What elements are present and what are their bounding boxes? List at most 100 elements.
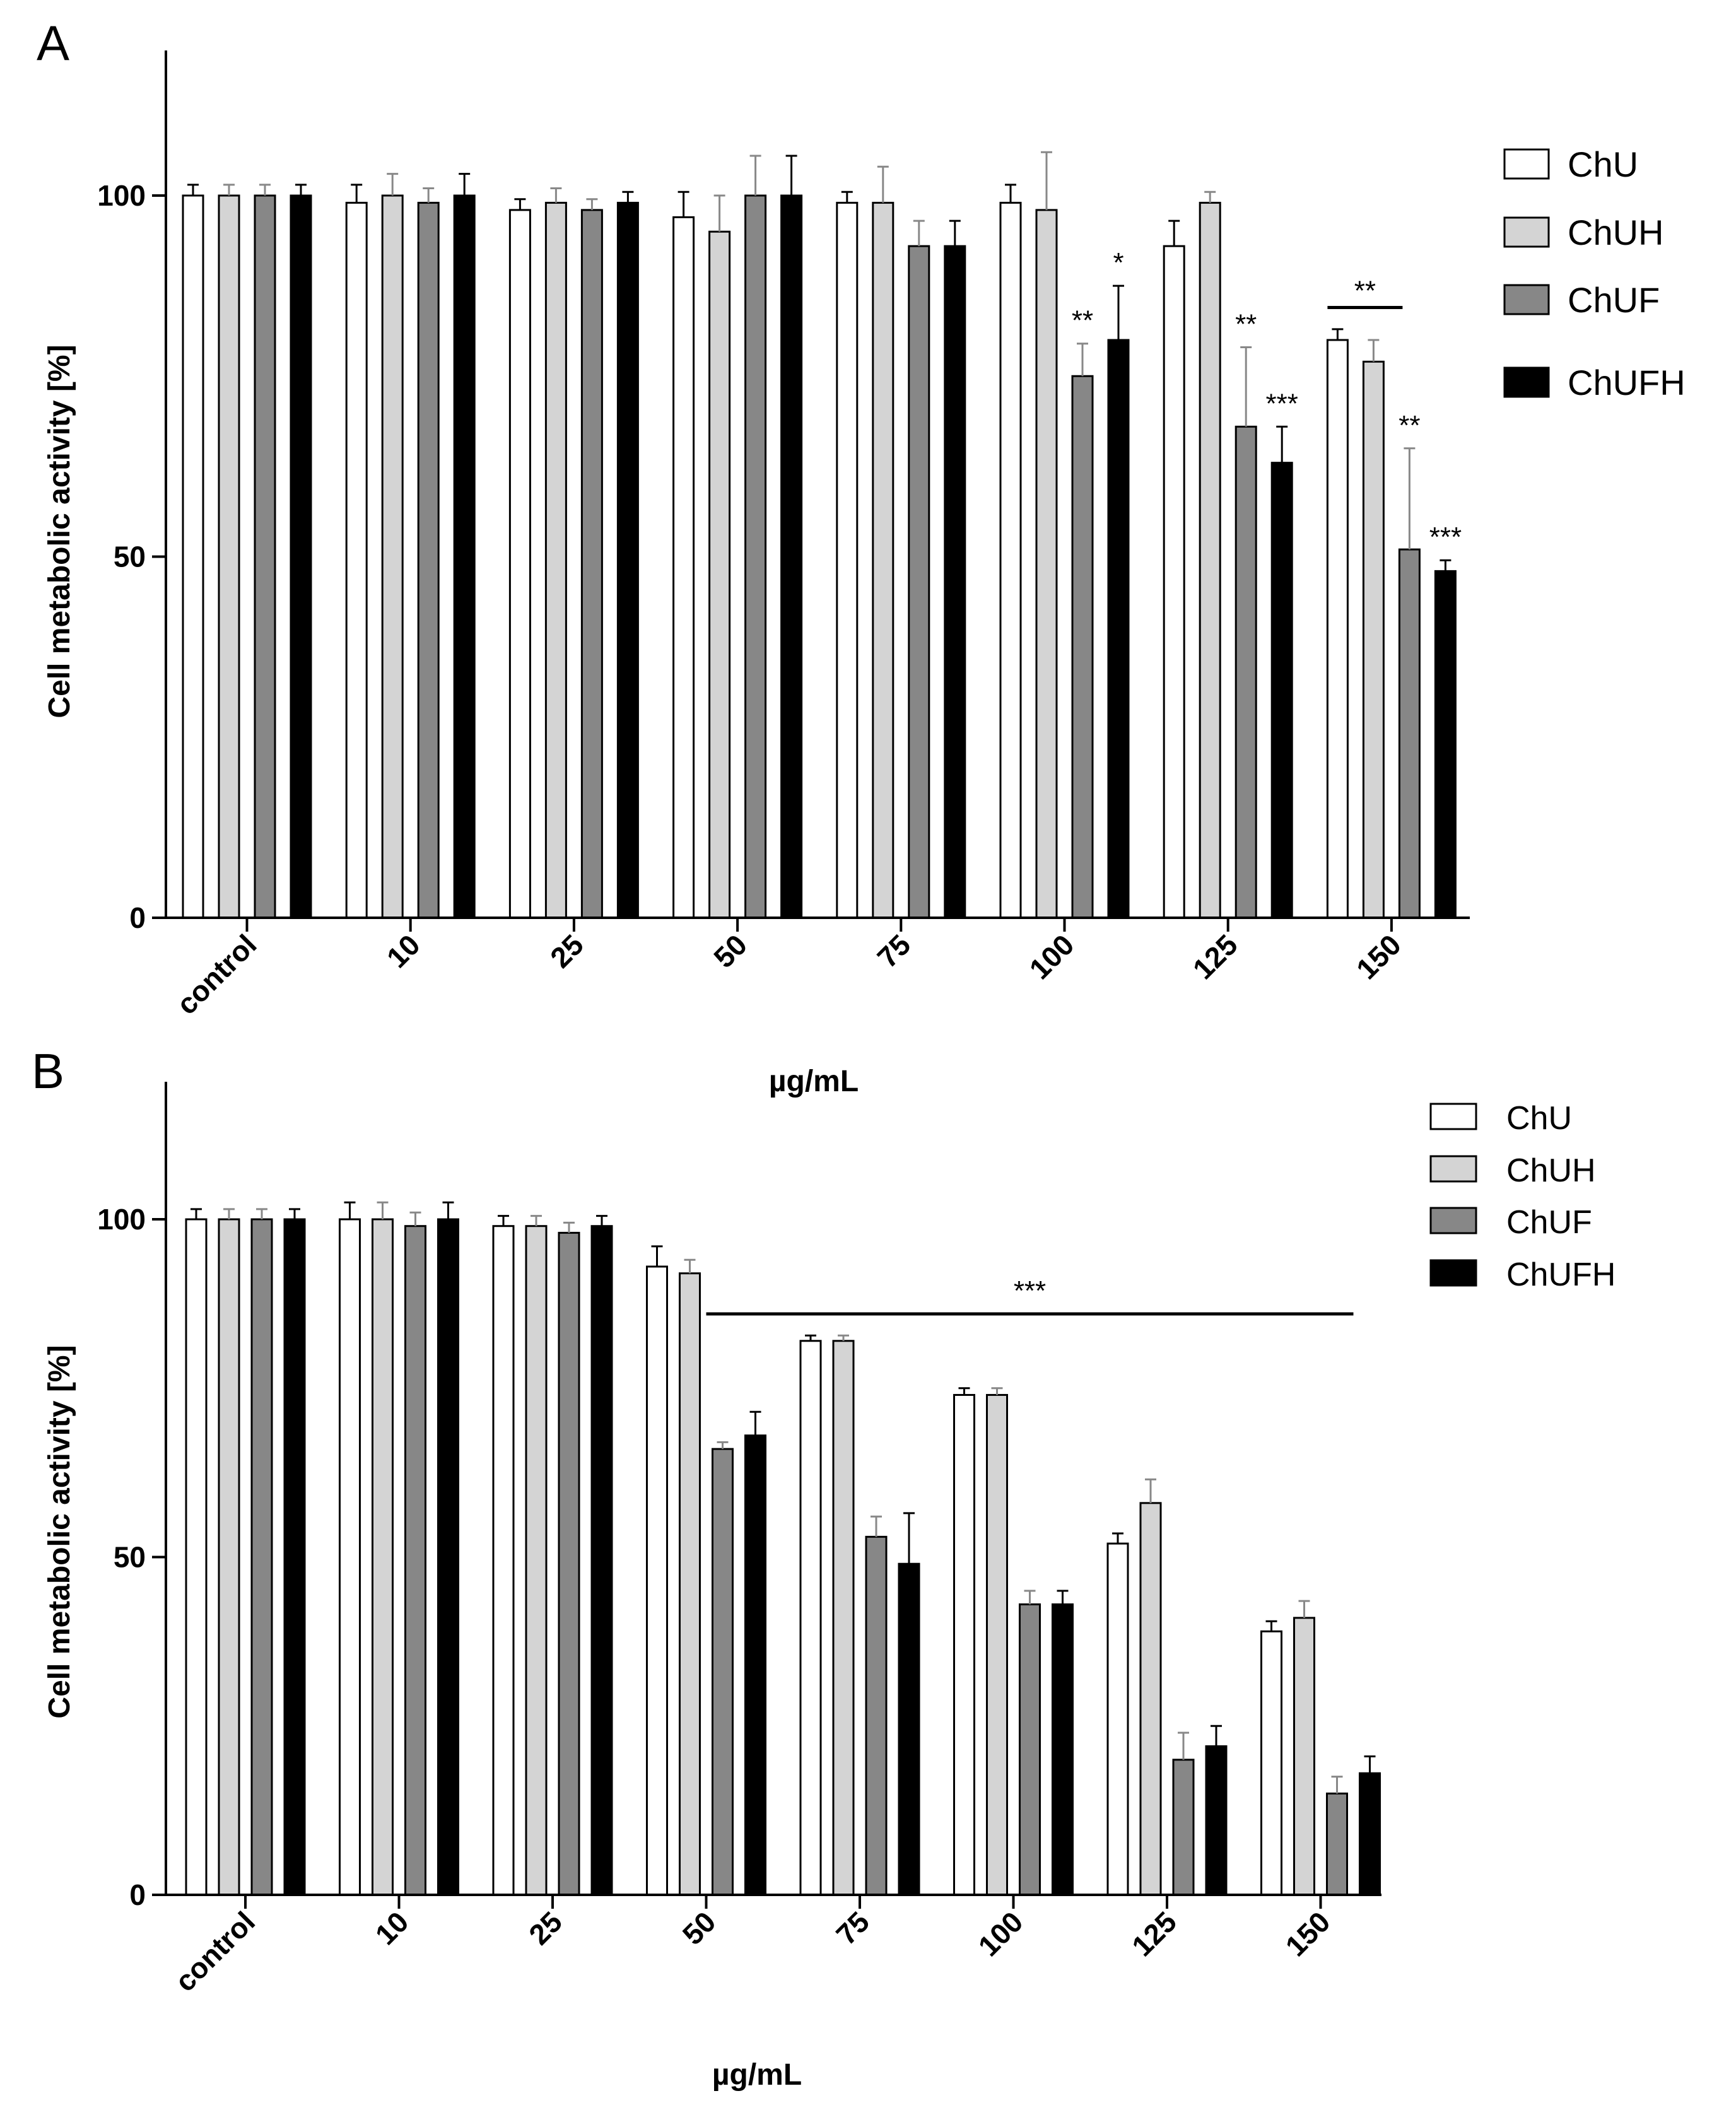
legend-label-chufh: ChUFH — [1568, 363, 1686, 402]
bar-chuh-150 — [1362, 360, 1385, 919]
x-tick-label: control — [170, 928, 263, 1021]
y-axis-title: Cell metabolic activity [%] — [43, 344, 76, 718]
bar-chuf-25 — [580, 209, 603, 919]
bar-chuh-100 — [986, 1393, 1008, 1896]
x-tick-label: 100 — [1023, 928, 1081, 985]
y-tick-label: 50 — [114, 541, 146, 573]
bar-chuf-150 — [1326, 1792, 1348, 1896]
legend-label-chuf: ChUF — [1506, 1204, 1592, 1241]
bar-chuh-100 — [1035, 209, 1058, 919]
bar-chuf-75 — [908, 245, 930, 919]
x-tick-label: 150 — [1279, 1905, 1337, 1962]
y-tick-label: 100 — [97, 179, 146, 212]
bar-chuh-125 — [1139, 1502, 1162, 1896]
panel-label-a: A — [37, 15, 69, 71]
panel-label-b: B — [32, 1043, 64, 1099]
y-axis-title: Cell metabolic activity [%] — [43, 1345, 76, 1718]
bar-chuf-25 — [558, 1231, 580, 1896]
x-tick-label: 100 — [972, 1905, 1029, 1962]
x-tick-label: 25 — [522, 1905, 568, 1951]
bar-chuf-50 — [712, 1448, 734, 1896]
bar-chuf-100 — [1019, 1603, 1041, 1896]
bar-chufh-10 — [453, 194, 476, 919]
x-axis-title: µg/mL — [769, 1065, 859, 1098]
significance-marker: ** — [1399, 410, 1420, 441]
bar-chufh-control — [283, 1218, 306, 1896]
legend-label-chuh: ChUH — [1568, 213, 1663, 252]
bar-chufh-150 — [1434, 570, 1457, 919]
bar-chuh-25 — [544, 201, 567, 919]
legend-label-chu: ChU — [1568, 144, 1638, 184]
legend-swatch-chuh — [1429, 1155, 1477, 1183]
significance-marker: ** — [1072, 305, 1093, 336]
bar-chuf-10 — [417, 201, 440, 919]
bar-chufh-75 — [944, 245, 966, 919]
bar-chu-25 — [508, 209, 531, 919]
bar-chufh-control — [290, 194, 312, 919]
bar-chuh-50 — [708, 230, 731, 919]
bar-chuh-10 — [381, 194, 404, 919]
bar-chu-50 — [646, 1265, 668, 1896]
x-tick-label: 150 — [1350, 928, 1407, 985]
bar-chufh-100 — [1052, 1603, 1074, 1896]
bar-chu-100 — [953, 1393, 975, 1896]
bar-chu-100 — [999, 201, 1022, 919]
bar-chufh-75 — [898, 1562, 920, 1896]
legend-swatch-chuf — [1503, 284, 1550, 315]
bar-chufh-150 — [1359, 1772, 1381, 1896]
panel-a-chart: 0 50 100 control 10 25 50 75 100 125 150 Cell metab… — [43, 50, 1686, 1098]
bar-chu-50 — [672, 216, 695, 919]
y-tick-label: 0 — [129, 901, 146, 934]
bar-chuh-75 — [832, 1340, 855, 1896]
bar-chu-10 — [345, 201, 368, 919]
significance-marker: ** — [1235, 308, 1257, 339]
bar-chuh-control — [218, 1218, 240, 1896]
bar-chu-control — [182, 194, 204, 919]
significance-marker: *** — [1014, 1275, 1046, 1306]
bar-chuh-50 — [679, 1272, 701, 1896]
bar-chuh-25 — [525, 1225, 548, 1896]
legend-swatch-chu — [1503, 148, 1550, 180]
bar-chu-75 — [836, 201, 859, 919]
bar-chu-control — [185, 1218, 208, 1896]
bar-chufh-125 — [1270, 462, 1293, 919]
bar-chuf-125 — [1235, 425, 1257, 919]
bar-chuh-control — [218, 194, 240, 919]
bar-chu-10 — [339, 1218, 361, 1896]
x-tick-label: 10 — [380, 928, 426, 974]
x-tick-label: 50 — [676, 1905, 722, 1951]
x-tick-label: control — [168, 1905, 261, 1998]
x-axis-title: µg/mL — [712, 2058, 802, 2092]
bar-chu-150 — [1260, 1630, 1282, 1896]
x-tick-label: 125 — [1187, 928, 1244, 985]
legend-swatch-chuf — [1429, 1207, 1477, 1234]
x-tick-label: 75 — [830, 1905, 876, 1951]
bar-chu-25 — [492, 1225, 515, 1896]
bar-chu-125 — [1106, 1542, 1129, 1896]
legend-label-chufh: ChUFH — [1506, 1257, 1616, 1293]
bar-chufh-50 — [780, 194, 803, 919]
bar-chufh-10 — [437, 1218, 459, 1896]
y-tick-label: 100 — [97, 1203, 146, 1236]
x-tick-label: 125 — [1125, 1905, 1183, 1962]
bar-chufh-100 — [1107, 339, 1130, 919]
y-tick-label: 0 — [129, 1878, 146, 1911]
bar-chuh-10 — [372, 1218, 394, 1896]
legend-label-chuf: ChUF — [1568, 280, 1660, 320]
legend-label-chuh: ChUH — [1506, 1152, 1596, 1189]
bar-chuf-125 — [1172, 1759, 1195, 1896]
x-tick-label: 75 — [871, 928, 917, 974]
bar-chuf-100 — [1071, 375, 1094, 919]
y-tick-label: 50 — [114, 1541, 146, 1574]
legend-swatch-chu — [1429, 1103, 1477, 1130]
bar-chu-75 — [799, 1340, 822, 1896]
significance-marker: *** — [1429, 522, 1462, 553]
bar-chuf-10 — [404, 1225, 426, 1896]
bar-chu-150 — [1326, 339, 1349, 919]
legend-label-chu: ChU — [1506, 1100, 1572, 1137]
bar-chuf-75 — [865, 1535, 888, 1896]
significance-marker: ** — [1354, 275, 1376, 306]
bar-chuh-150 — [1293, 1617, 1315, 1896]
x-tick-label: 10 — [369, 1905, 415, 1951]
